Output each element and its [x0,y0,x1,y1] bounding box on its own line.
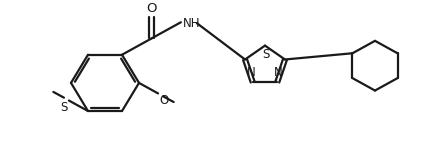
Text: O: O [146,2,157,15]
Text: O: O [159,94,168,107]
Text: N: N [274,66,283,79]
Text: NH: NH [183,17,201,30]
Text: S: S [61,101,68,114]
Text: S: S [262,48,270,61]
Text: N: N [247,66,256,79]
